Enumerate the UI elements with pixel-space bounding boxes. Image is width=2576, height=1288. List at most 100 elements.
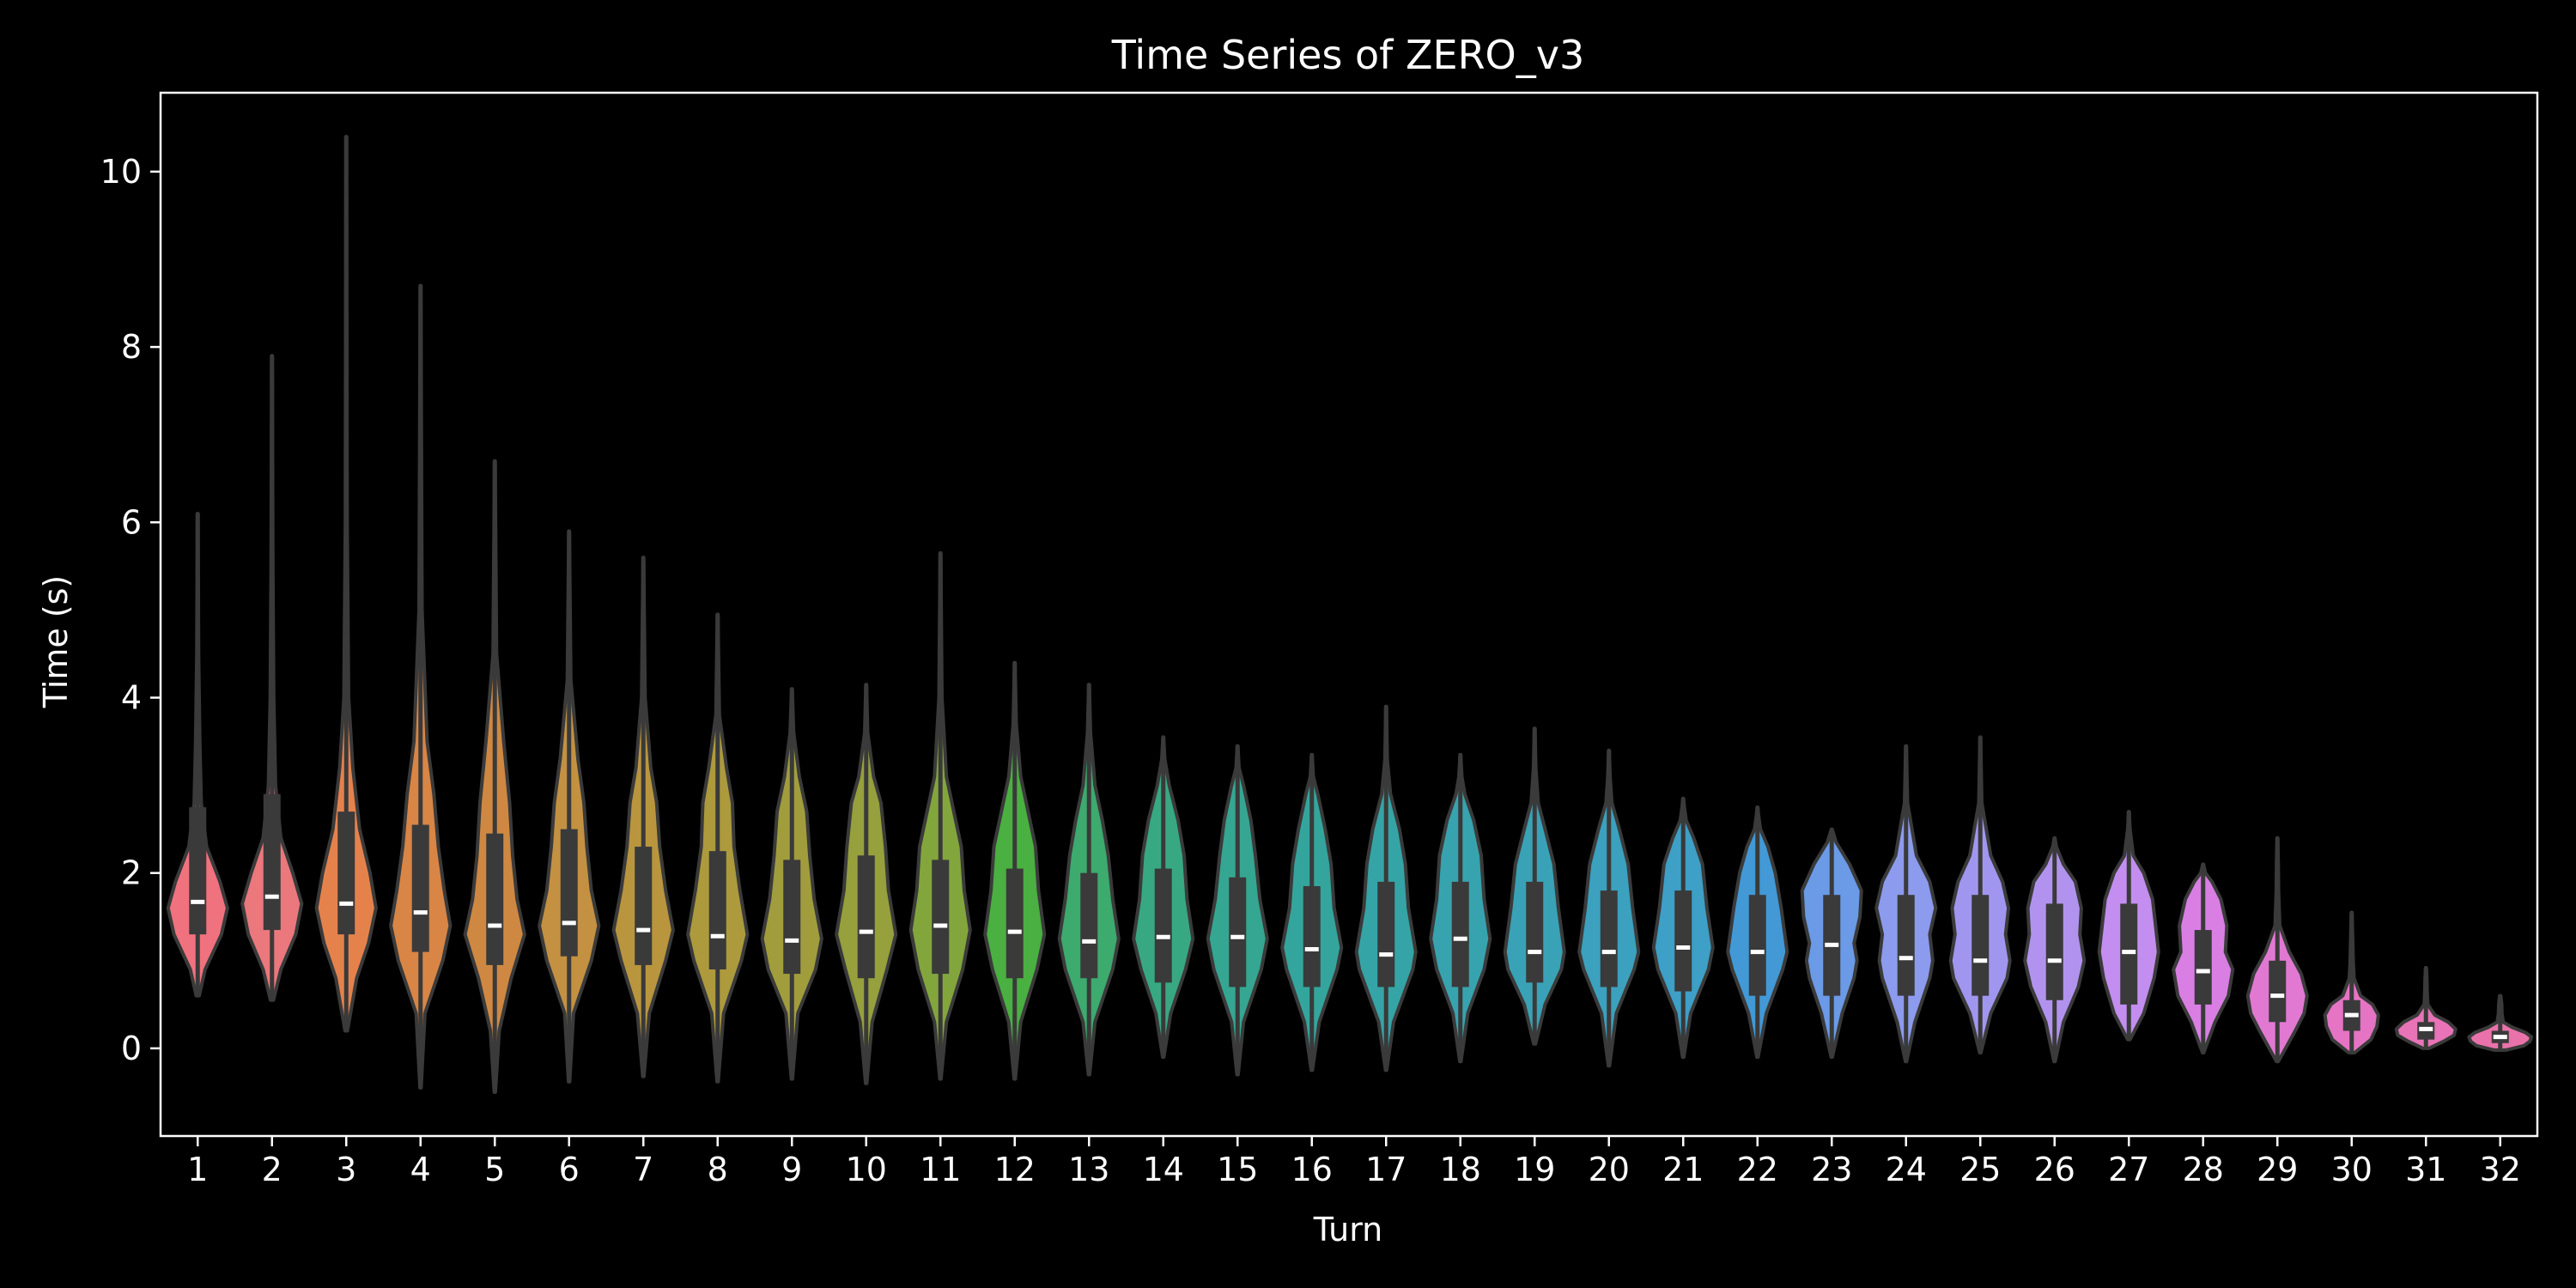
- violin-iqr-box: [263, 793, 281, 931]
- violin-iqr-box: [189, 807, 207, 935]
- violin-turn-17: [1354, 704, 1418, 1072]
- violin-turn-25: [1948, 735, 2012, 1054]
- violin-turn-13: [1057, 683, 1121, 1077]
- x-axis-label: Turn: [1313, 1211, 1383, 1249]
- x-tick-label: 17: [1365, 1151, 1406, 1188]
- violin-iqr-box: [932, 860, 950, 975]
- violin-turn-24: [1874, 744, 1938, 1064]
- plot-frame: [159, 91, 2539, 1138]
- y-tick-label: 2: [121, 854, 142, 892]
- x-tick-label: 18: [1440, 1151, 1481, 1188]
- violin-turn-19: [1503, 726, 1566, 1046]
- x-tick-label: 24: [1886, 1151, 1927, 1188]
- violin-turn-5: [463, 459, 526, 1094]
- y-tick-label: 10: [100, 153, 142, 191]
- violin-iqr-box: [1674, 890, 1692, 992]
- x-tick-label: 25: [1959, 1151, 2001, 1188]
- violin-turn-15: [1206, 744, 1269, 1077]
- x-tick-label: 27: [2108, 1151, 2149, 1188]
- x-tick-label: 15: [1217, 1151, 1258, 1188]
- violin-turn-27: [2097, 810, 2160, 1042]
- y-tick-label: 0: [121, 1030, 142, 1067]
- violin-turn-20: [1577, 748, 1641, 1068]
- violin-turn-18: [1429, 752, 1492, 1064]
- y-tick-label: 4: [121, 678, 142, 716]
- violin-iqr-box: [1971, 895, 1990, 996]
- violin-turn-21: [1651, 796, 1715, 1060]
- violin-iqr-box: [337, 811, 355, 935]
- y-tick-label: 6: [121, 503, 142, 541]
- violin-turn-9: [760, 687, 823, 1081]
- x-tick-label: 2: [262, 1151, 283, 1188]
- x-tick-label: 7: [633, 1151, 653, 1188]
- x-tick-label: 21: [1662, 1151, 1704, 1188]
- violin-iqr-box: [783, 860, 801, 975]
- x-tick-label: 1: [187, 1151, 208, 1188]
- violin-turn-8: [686, 612, 750, 1084]
- violin-turn-23: [1800, 827, 1863, 1060]
- x-tick-label: 28: [2183, 1151, 2224, 1188]
- x-tick-label: 9: [781, 1151, 802, 1188]
- violin-iqr-box: [2269, 960, 2287, 1023]
- violin-turn-6: [538, 529, 601, 1084]
- violin-iqr-box: [635, 847, 653, 965]
- chart-title: Time Series of ZERO_v3: [1111, 32, 1584, 78]
- violin-iqr-box: [2120, 903, 2138, 1005]
- violin-iqr-box: [560, 829, 578, 957]
- x-tick-label: 29: [2257, 1151, 2298, 1188]
- violin-turn-16: [1280, 752, 1344, 1072]
- violin-turn-30: [2323, 910, 2380, 1054]
- x-tick-label: 22: [1737, 1151, 1778, 1188]
- x-tick-label: 11: [920, 1151, 961, 1188]
- x-tick-label: 23: [1811, 1151, 1852, 1188]
- violin-turn-3: [314, 135, 378, 1033]
- x-tick-label: 16: [1291, 1151, 1333, 1188]
- violin-iqr-box: [486, 833, 504, 965]
- violin-turn-28: [2172, 862, 2235, 1054]
- violin-iqr-box: [1229, 877, 1247, 987]
- violin-iqr-box: [411, 824, 429, 952]
- violin-iqr-box: [1526, 881, 1544, 983]
- x-tick-label: 19: [1514, 1151, 1555, 1188]
- violin-turn-7: [611, 556, 675, 1078]
- violin-turn-31: [2394, 965, 2458, 1050]
- violins-layer: [166, 135, 2534, 1094]
- violin-iqr-box: [1897, 895, 1915, 996]
- x-tick-label: 26: [2034, 1151, 2075, 1188]
- violin-iqr-box: [1303, 886, 1321, 987]
- x-tick-label: 10: [846, 1151, 887, 1188]
- y-tick-label: 8: [121, 328, 142, 366]
- violin-iqr-box: [1748, 895, 1766, 996]
- violin-iqr-box: [1080, 872, 1098, 979]
- violin-iqr-box: [2045, 903, 2063, 1000]
- x-tick-label: 14: [1143, 1151, 1184, 1188]
- violin-iqr-box: [1377, 881, 1395, 987]
- violin-turn-12: [983, 660, 1047, 1081]
- x-tick-label: 8: [708, 1151, 728, 1188]
- x-tick-label: 4: [410, 1151, 431, 1188]
- violin-iqr-box: [1154, 868, 1172, 983]
- x-tick-label: 5: [484, 1151, 505, 1188]
- x-tick-label: 12: [994, 1151, 1036, 1188]
- violin-turn-26: [2023, 835, 2087, 1064]
- violin-turn-11: [908, 551, 972, 1081]
- violin-iqr-box: [1005, 868, 1024, 979]
- x-tick-label: 31: [2405, 1151, 2446, 1188]
- violin-turn-10: [835, 683, 898, 1085]
- x-tick-label: 13: [1068, 1151, 1109, 1188]
- violin-turn-2: [240, 354, 304, 1002]
- x-tick-label: 30: [2331, 1151, 2372, 1188]
- x-tick-label: 32: [2480, 1151, 2521, 1188]
- violin-iqr-box: [708, 851, 726, 970]
- violin-iqr-box: [1600, 890, 1618, 987]
- x-tick-label: 3: [336, 1151, 356, 1188]
- violin-iqr-box: [857, 855, 875, 979]
- violin-turn-29: [2245, 835, 2309, 1064]
- violin-turn-14: [1132, 735, 1195, 1060]
- x-tick-label: 6: [559, 1151, 580, 1188]
- violin-turn-32: [2467, 993, 2534, 1052]
- y-axis-label: Time (s): [37, 575, 75, 709]
